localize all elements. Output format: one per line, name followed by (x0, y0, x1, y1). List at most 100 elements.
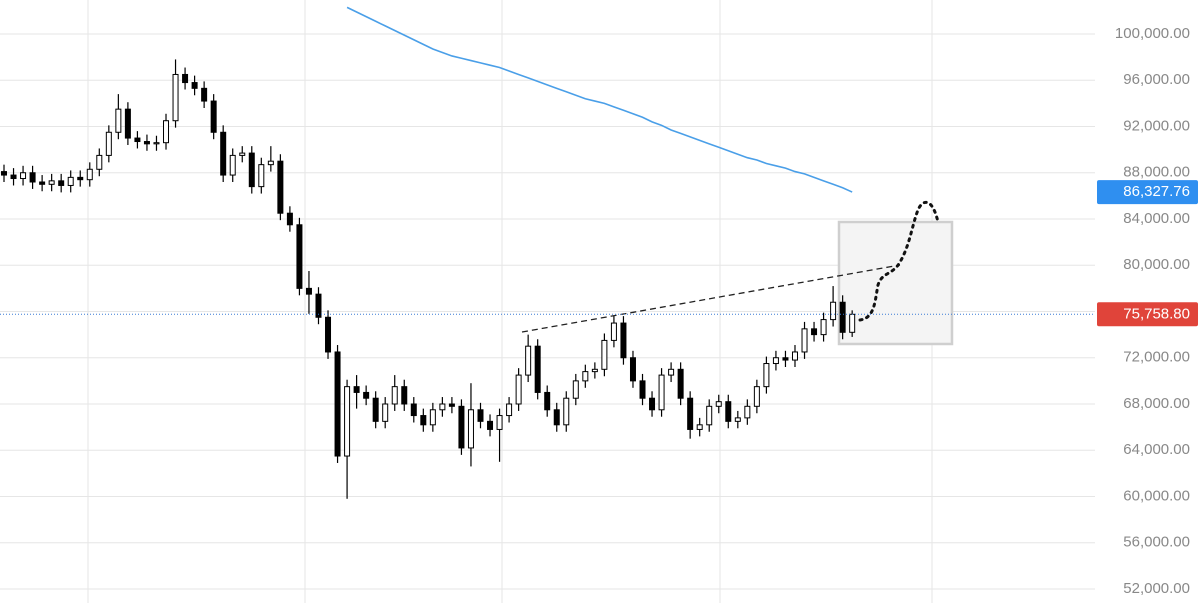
price-label: 75,758.80 (1123, 305, 1190, 322)
candle-body (629, 357, 636, 382)
candle-body (172, 73, 179, 122)
candle-body (10, 174, 17, 180)
candle-body (677, 368, 684, 399)
candle-body (20, 172, 27, 180)
candle-body (563, 397, 570, 426)
y-tick-label: 68,000.00 (1123, 395, 1190, 412)
candle-body (839, 301, 846, 333)
candle-body (201, 87, 208, 102)
candle-body (267, 160, 274, 166)
candle-body (277, 160, 284, 214)
candle-body (639, 380, 646, 399)
candle-body (753, 386, 760, 407)
candle-body (58, 180, 65, 186)
candle-body (801, 328, 808, 353)
candle-body (296, 224, 303, 289)
price-label-box (1097, 302, 1198, 327)
candle-body (544, 391, 551, 411)
candle-body (553, 409, 560, 426)
candle-body (325, 316, 332, 353)
candle-body (420, 415, 427, 426)
candle-body (620, 322, 627, 359)
y-tick-label: 88,000.00 (1123, 164, 1190, 181)
candle-body (191, 82, 198, 89)
candle-body (163, 120, 170, 144)
candle-body (782, 357, 789, 361)
candle-body (658, 374, 665, 411)
candle-body (39, 181, 46, 185)
candle-body (506, 403, 513, 417)
y-tick-label: 100,000.00 (1115, 25, 1190, 42)
candle-body (410, 403, 417, 417)
candle-body (334, 351, 341, 457)
trend-line (521, 264, 901, 333)
candle-body (649, 397, 656, 411)
candle-body (401, 386, 408, 405)
candle-body (363, 391, 370, 399)
candle-body (820, 319, 827, 336)
candle-body (496, 415, 503, 430)
candle-body (849, 313, 856, 333)
price-label: 86,327.76 (1123, 183, 1190, 200)
candle-body (382, 403, 389, 422)
candle-body (525, 345, 532, 376)
projection-path (858, 201, 940, 322)
target-box (837, 220, 954, 346)
y-tick-label: 72,000.00 (1123, 349, 1190, 366)
candle-body (248, 152, 255, 188)
candle-body (48, 180, 55, 185)
y-tick-label: 52,000.00 (1123, 580, 1190, 597)
candle-body (29, 172, 36, 183)
candle-body (467, 409, 474, 449)
candle-body (601, 339, 608, 370)
candle-body (153, 142, 160, 145)
candle-body (105, 131, 112, 156)
candle-body (220, 131, 227, 176)
candle-body (353, 386, 360, 393)
candle-body (1, 171, 7, 176)
y-tick-label: 56,000.00 (1123, 534, 1190, 551)
y-tick-label: 60,000.00 (1123, 487, 1190, 504)
candle-body (610, 322, 617, 341)
y-axis: 52,000.00 56,000.00 60,000.00 64,000.00 68,0… (1097, 25, 1198, 597)
candle-body (811, 328, 818, 336)
y-tick-label: 64,000.00 (1123, 441, 1190, 458)
price-label-box (1097, 180, 1198, 205)
candle-body (315, 293, 322, 318)
candle-body (791, 351, 798, 361)
candle-body (67, 176, 74, 186)
candle-body (182, 73, 189, 84)
candle-body (124, 108, 131, 139)
y-tick-label: 84,000.00 (1123, 210, 1190, 227)
y-tick-label: 96,000.00 (1123, 71, 1190, 88)
candle-body (830, 301, 837, 321)
candle-body (239, 152, 246, 156)
candle-body (734, 417, 741, 422)
candle-body (582, 371, 589, 382)
candle-body (458, 405, 465, 449)
candle-body (515, 374, 522, 405)
candle-body (487, 420, 494, 430)
candle-body (572, 380, 579, 399)
candle-body (591, 368, 598, 373)
candle-body (725, 401, 732, 422)
candle-body (344, 386, 351, 457)
candle-body (96, 154, 103, 170)
candle-body (763, 363, 770, 388)
candle-body (696, 424, 703, 430)
candle-body (143, 141, 150, 145)
candle-body (534, 345, 541, 393)
candle-body (477, 409, 484, 422)
candle-body (668, 368, 675, 376)
candle-body (115, 108, 122, 133)
candle-body (77, 176, 84, 181)
vertical-grid (87, 0, 933, 603)
plot (0, 6, 1095, 499)
candle-body (258, 164, 265, 188)
candle-body (86, 168, 93, 181)
candle-body (429, 409, 436, 426)
candle-body (772, 357, 779, 365)
candle-body (706, 405, 713, 426)
